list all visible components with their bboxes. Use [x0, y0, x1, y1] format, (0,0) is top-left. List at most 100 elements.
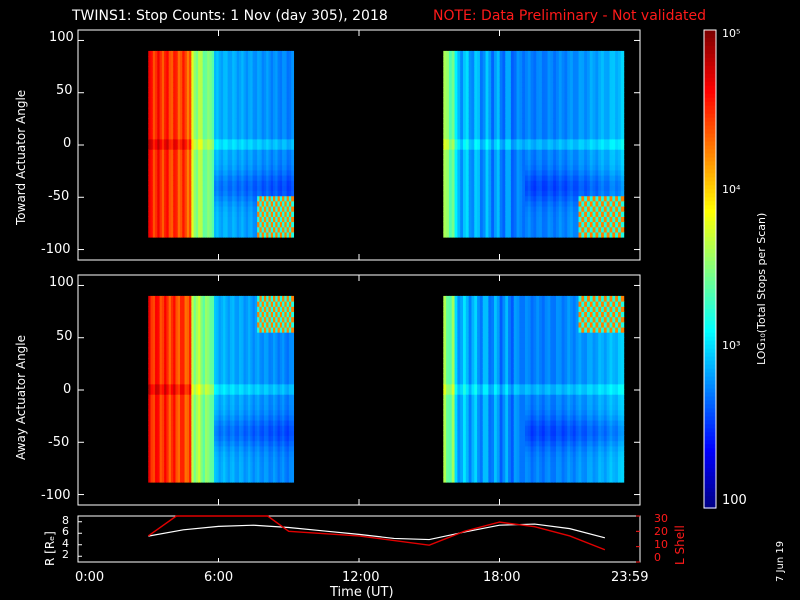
heatmap-cell	[617, 92, 622, 99]
heatmap-cell	[499, 185, 504, 192]
heatmap-cell	[485, 205, 489, 212]
heatmap-cell	[252, 180, 256, 186]
heatmap-cell	[159, 337, 163, 344]
heatmap-cell	[479, 149, 484, 155]
heatmap-cell	[530, 92, 535, 99]
heatmap-cell	[232, 205, 236, 212]
heatmap-cell	[547, 221, 551, 228]
heatmap-cell	[254, 154, 258, 161]
heatmap-cell	[170, 71, 174, 78]
heatmap-cell	[496, 205, 501, 212]
heatmap-cell	[288, 66, 292, 73]
heatmap-cell	[550, 226, 554, 233]
heatmap-cell	[161, 200, 165, 207]
heatmap-cell	[510, 138, 515, 145]
heatmap-cell	[270, 159, 274, 166]
heatmap-cell	[168, 316, 172, 323]
heatmap-cell	[191, 231, 195, 238]
heatmap-cell	[150, 404, 154, 411]
heatmap-cell	[195, 231, 199, 238]
heatmap-cell	[567, 128, 571, 135]
heatmap-cell	[539, 185, 543, 192]
heatmap-cell	[541, 118, 546, 124]
heatmap-cell	[612, 143, 616, 150]
heatmap-cell	[218, 154, 222, 161]
heatmap-cell	[547, 50, 551, 57]
heatmap-cell	[257, 226, 261, 233]
heatmap-cell	[581, 185, 585, 192]
heatmap-cell	[209, 81, 213, 88]
heatmap-cell	[198, 169, 202, 176]
heatmap-cell	[234, 159, 238, 166]
heatmap-cell	[204, 81, 208, 88]
heatmap-cell	[460, 66, 464, 73]
heatmap-cell	[463, 138, 467, 145]
heatmap-cell	[198, 87, 202, 93]
heatmap-cell	[155, 169, 158, 176]
heatmap-cell	[465, 66, 470, 73]
heatmap-cell	[209, 50, 213, 57]
heatmap-cell	[193, 61, 197, 68]
heatmap-cell	[159, 174, 163, 181]
heatmap-cell	[150, 128, 154, 135]
heatmap-cell	[555, 133, 560, 140]
heatmap-cell	[558, 81, 563, 88]
heatmap-cell	[250, 128, 254, 135]
heatmap-cell	[595, 195, 599, 202]
panel-away-heatmap	[77, 274, 641, 506]
heatmap-cell	[225, 107, 229, 114]
heatmap-cell	[214, 50, 217, 57]
heatmap-cell	[168, 231, 172, 238]
heatmap-cell	[270, 87, 274, 93]
heatmap-cell	[567, 66, 571, 73]
heatmap-cell	[180, 226, 183, 233]
heatmap-cell	[465, 107, 470, 114]
heatmap-cell	[505, 221, 509, 228]
heatmap-cell	[191, 123, 195, 130]
heatmap-cell	[522, 154, 526, 161]
heatmap-cell	[451, 221, 456, 228]
heatmap-cell	[558, 205, 563, 212]
heatmap-cell	[460, 221, 464, 228]
heatmap-cell	[268, 112, 272, 119]
heatmap-cell	[209, 97, 213, 104]
heatmap-cell	[152, 185, 156, 192]
heatmap-cell	[166, 112, 170, 119]
heatmap-cell	[216, 87, 220, 93]
heatmap-cell	[578, 164, 582, 171]
heatmap-cell	[561, 123, 566, 130]
heatmap-cell	[148, 321, 152, 328]
heatmap-cell	[474, 174, 478, 181]
heatmap-cell	[570, 66, 574, 73]
heatmap-cell	[505, 231, 509, 238]
heatmap-cell	[214, 154, 217, 161]
heatmap-cell	[216, 159, 220, 166]
heatmap-cell	[457, 61, 461, 68]
heatmap-cell	[216, 180, 220, 186]
heatmap-cell	[202, 92, 206, 99]
heatmap-cell	[603, 216, 608, 223]
heatmap-cell	[180, 87, 183, 93]
heatmap-cell	[502, 143, 506, 150]
heatmap-cell	[592, 61, 597, 68]
heatmap-cell	[164, 394, 167, 400]
heatmap-cell	[150, 112, 154, 119]
heatmap-cell	[245, 102, 249, 109]
heatmap-cell	[553, 164, 557, 171]
heatmap-cell	[254, 133, 258, 140]
heatmap-cell	[155, 200, 158, 207]
heatmap-cell	[477, 50, 481, 57]
heatmap-cell	[157, 430, 161, 437]
heatmap-cell	[463, 81, 467, 88]
heatmap-cell	[533, 205, 537, 212]
heatmap-cell	[454, 143, 458, 150]
heatmap-cell	[189, 56, 192, 62]
heatmap-cell	[536, 102, 540, 109]
heatmap-cell	[232, 107, 236, 114]
heatmap-cell	[550, 61, 554, 68]
heatmap-cell	[191, 164, 195, 171]
heatmap-cell	[238, 133, 242, 140]
heatmap-cell	[465, 216, 470, 223]
heatmap-cell	[166, 97, 170, 104]
heatmap-cell	[525, 205, 529, 212]
